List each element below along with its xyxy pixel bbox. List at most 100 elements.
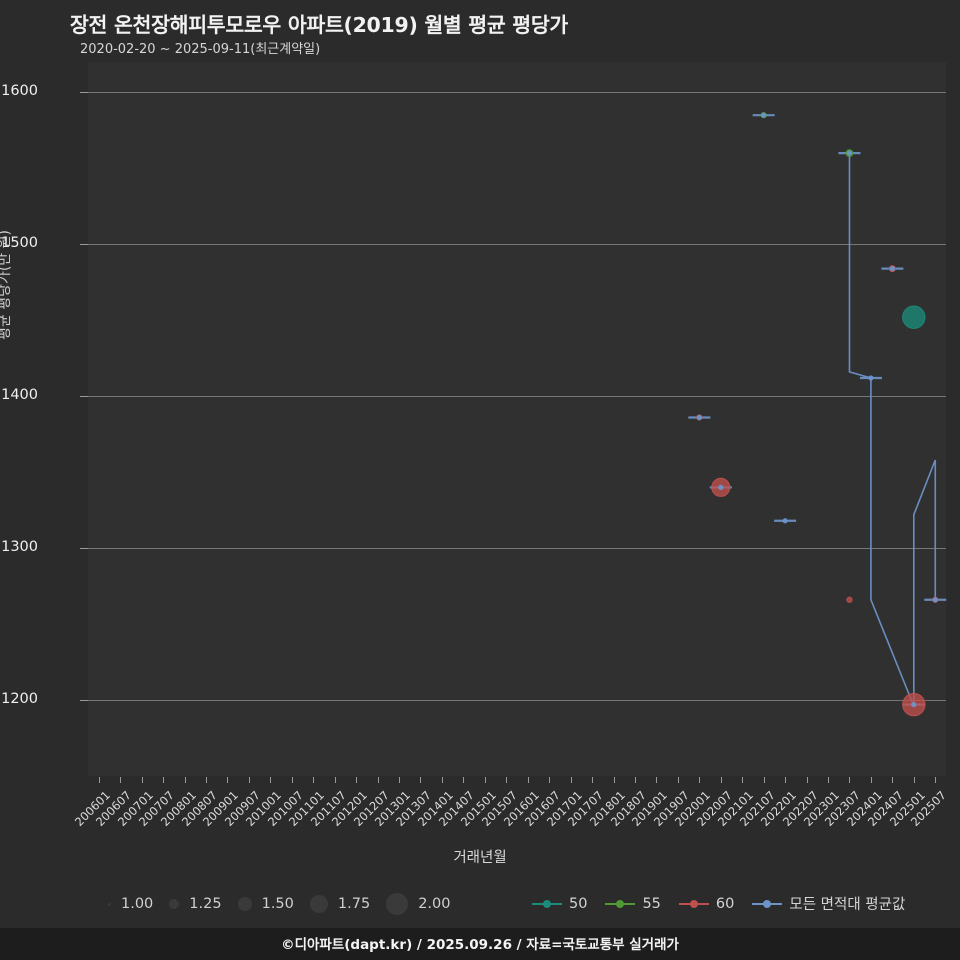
x-tick-mark: [742, 777, 744, 783]
x-tick-mark: [549, 777, 551, 783]
x-tick-mark: [377, 777, 379, 783]
x-tick-mark: [699, 777, 701, 783]
y-tick-mark: [80, 548, 88, 550]
size-legend-item: 1.50: [237, 896, 310, 912]
x-tick-mark: [849, 777, 851, 783]
x-tick-mark: [399, 777, 401, 783]
legend-item-60[interactable]: 60: [678, 895, 735, 912]
legend-item-모든 면적대 평균값[interactable]: 모든 면적대 평균값: [752, 893, 905, 914]
size-legend-item: 1.25: [169, 896, 237, 912]
gridline: [88, 548, 946, 550]
size-legend-bubble-icon: [169, 899, 180, 909]
x-tick-mark: [120, 777, 122, 783]
legend-label: 60: [715, 895, 735, 912]
y-tick-mark: [80, 700, 88, 702]
x-tick-mark: [463, 777, 465, 783]
data-point-avg: [889, 266, 895, 272]
legend-label: 55: [642, 895, 661, 912]
size-legend-bubble-icon: [237, 897, 252, 911]
legend-swatch-icon: [605, 897, 636, 911]
legend-swatch-icon: [532, 897, 562, 911]
size-legend-label: 1.50: [261, 896, 294, 912]
x-tick-mark: [677, 777, 679, 783]
y-tick-mark: [80, 244, 88, 246]
x-axis-title: 거래년월: [453, 850, 507, 866]
y-tick-mark: [80, 396, 88, 398]
gridline: [88, 396, 946, 398]
series-line-avg: [848, 153, 937, 707]
plot-background: [88, 62, 946, 776]
gridline: [88, 244, 946, 246]
x-tick-mark: [935, 777, 937, 783]
data-layer: [688, 112, 947, 717]
x-tick-mark: [892, 777, 894, 783]
size-legend-label: 1.25: [189, 896, 222, 912]
data-point-avg: [868, 375, 874, 381]
legend-label: 50: [569, 895, 588, 912]
size-legend-label: 1.00: [121, 896, 154, 912]
legend-dot-icon: [543, 900, 551, 908]
y-tick-label: 1600: [1, 83, 38, 100]
x-tick-mark: [227, 777, 229, 783]
size-legend-bubble-icon: [108, 902, 111, 906]
x-tick-mark: [913, 777, 915, 783]
size-legend-item: 1.75: [309, 895, 386, 913]
size-legend: 1.00 1.25 1.50 1.75 2.00: [108, 893, 466, 915]
legend-dot-icon: [763, 900, 772, 908]
size-legend-label: 1.75: [337, 896, 371, 912]
x-tick-mark: [248, 777, 250, 783]
y-tick-mark: [80, 92, 88, 94]
y-tick-label: 1400: [1, 387, 38, 404]
gridline: [88, 700, 946, 702]
x-tick-mark: [806, 777, 808, 783]
x-tick-mark: [184, 777, 186, 783]
y-tick-label: 1500: [1, 235, 38, 252]
x-tick-mark: [420, 777, 422, 783]
legend-dot-icon: [689, 900, 698, 908]
x-tick-mark: [613, 777, 615, 783]
size-legend-bubble-icon: [309, 895, 328, 913]
size-legend-item: 2.00: [386, 893, 466, 915]
data-point-avg: [761, 112, 767, 118]
size-legend-label: 2.00: [418, 896, 451, 912]
data-point-avg: [696, 414, 702, 421]
x-tick-mark: [870, 777, 872, 783]
y-tick-label: 1300: [1, 539, 38, 556]
y-tick-label: 1200: [1, 691, 38, 708]
x-tick-mark: [656, 777, 658, 783]
data-point-avg: [911, 702, 917, 708]
x-tick-mark: [356, 777, 358, 783]
x-tick-mark: [98, 777, 100, 783]
x-tick-mark: [592, 777, 594, 783]
x-tick-mark: [141, 777, 143, 783]
data-point-avg: [846, 150, 853, 156]
size-legend-item: 1.00: [108, 896, 169, 912]
x-tick-mark: [763, 777, 765, 783]
x-tick-mark: [785, 777, 787, 783]
footer-credit: ©디아파트(dapt.kr) / 2025.09.26 / 자료=국토교통부 실…: [281, 937, 679, 953]
chart-subtitle: 2020-02-20 ~ 2025-09-11(최근계약일): [80, 42, 321, 57]
x-tick-mark: [634, 777, 636, 783]
legend-item-50[interactable]: 50: [532, 896, 587, 912]
page-title: 장전 온천장해피투모로우 아파트(2019) 월별 평균 평당가: [70, 13, 568, 37]
legend-swatch-icon: [752, 897, 783, 911]
x-tick-mark: [570, 777, 572, 783]
x-tick-mark: [291, 777, 293, 783]
data-point-avg: [718, 484, 724, 490]
x-tick-mark: [270, 777, 272, 783]
x-tick-mark: [163, 777, 165, 783]
data-point-60: [846, 596, 853, 603]
data-point-avg: [782, 518, 788, 524]
x-tick-mark: [828, 777, 830, 783]
x-tick-mark: [527, 777, 529, 783]
plot-area: [88, 62, 947, 776]
size-legend-bubble-icon: [386, 893, 409, 915]
gridline: [88, 92, 946, 94]
x-tick-mark: [441, 777, 443, 783]
legend-dot-icon: [616, 900, 625, 908]
legend-label: 모든 면적대 평균값: [789, 897, 906, 913]
x-tick-mark: [313, 777, 315, 783]
legend-item-55[interactable]: 55: [605, 895, 661, 912]
x-tick-mark: [720, 777, 722, 783]
